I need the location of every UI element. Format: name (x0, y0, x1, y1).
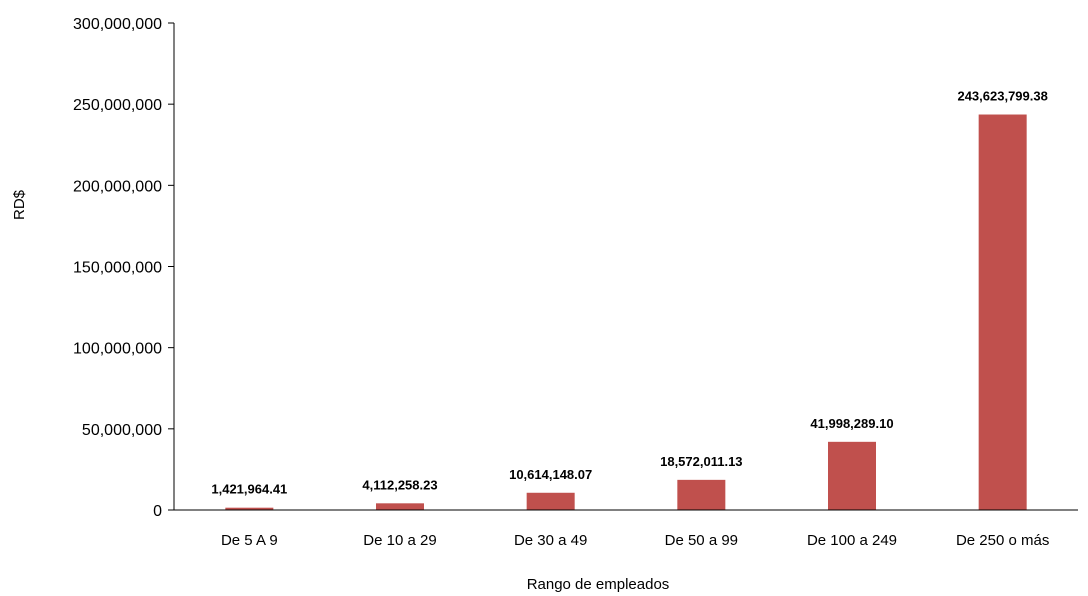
data-labels: 1,421,964.41 4,112,258.23 10,614,148.07 18,… (211, 89, 1047, 497)
bar (376, 503, 424, 510)
bars (225, 114, 1027, 510)
x-axis-title: Rango de empleados (527, 576, 670, 593)
x-tick-label: De 250 o más (956, 532, 1049, 549)
x-tick-label: De 50 a 99 (665, 532, 738, 549)
bar (677, 479, 726, 510)
y-tick-label: 250,000,000 (73, 97, 162, 114)
y-tick-label: 50,000,000 (82, 422, 162, 439)
x-tick-label: De 10 a 29 (363, 532, 436, 549)
data-label: 1,421,964.41 (211, 482, 287, 497)
data-label: 243,623,799.38 (957, 89, 1047, 104)
y-tick-label: 300,000,000 (73, 16, 162, 33)
x-tick-label: De 5 A 9 (221, 532, 278, 549)
y-tick-label: 100,000,000 (73, 341, 162, 358)
bar (828, 441, 876, 510)
y-axis-ticks: 0 50,000,000 100,000,000 150,000,000 200,000… (73, 16, 174, 520)
x-axis-tick-labels: De 5 A 9 De 10 a 29 De 30 a 49 De 50 a 99 De… (221, 532, 1049, 549)
y-tick-label: 200,000,000 (73, 178, 162, 195)
data-label: 4,112,258.23 (362, 477, 437, 492)
y-tick-label: 0 (153, 503, 162, 520)
x-tick-label: De 30 a 49 (514, 532, 587, 549)
x-tick-label: De 100 a 249 (807, 532, 897, 549)
data-label: 10,614,148.07 (509, 467, 592, 482)
data-label: 41,998,289.10 (810, 416, 893, 431)
data-label: 18,572,011.13 (660, 454, 742, 469)
bar (526, 492, 575, 510)
y-axis-title: RD$ (11, 189, 28, 220)
bar (225, 507, 274, 510)
bar (978, 114, 1027, 510)
y-tick-label: 150,000,000 (73, 260, 162, 277)
